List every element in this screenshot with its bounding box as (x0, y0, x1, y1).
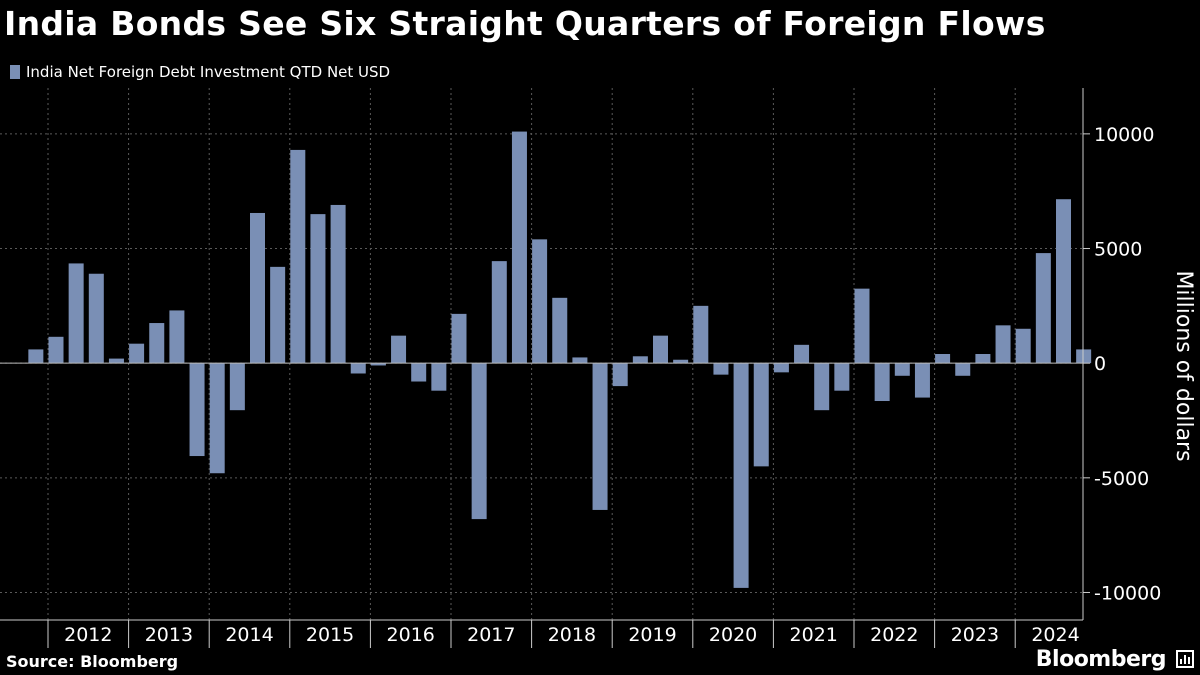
y-tick-label: 0 (1094, 353, 1106, 375)
bar (794, 344, 810, 364)
bar (189, 363, 205, 457)
bar (693, 305, 709, 364)
bar (290, 149, 306, 364)
bar (874, 363, 890, 402)
bar (411, 363, 427, 382)
bar (975, 354, 991, 364)
y-tick-label: 10000 (1094, 124, 1154, 146)
x-tick-label: 2012 (64, 624, 112, 646)
y-tick-label: 5000 (1094, 239, 1142, 261)
bar (935, 354, 951, 364)
bar (149, 323, 165, 364)
legend-swatch (10, 65, 20, 79)
bar (451, 313, 467, 364)
bar (108, 358, 124, 364)
bar (209, 363, 225, 474)
bar (68, 263, 84, 364)
bar (491, 261, 507, 364)
bar (471, 363, 487, 520)
x-tick-label: 2017 (467, 624, 515, 646)
bloomberg-terminal-icon (1176, 650, 1194, 668)
bloomberg-logo: Bloomberg (1035, 647, 1167, 672)
bar (310, 214, 326, 364)
bar (532, 239, 548, 364)
source-note: Source: Bloomberg (6, 652, 179, 671)
axes: 10000 5000 0 -5000 -10000 2012 2013 2014 2015 201… (0, 88, 1161, 648)
bar (632, 356, 648, 364)
x-tick-label: 2022 (870, 624, 918, 646)
bar (431, 363, 447, 391)
bar (129, 343, 145, 364)
bar (854, 288, 870, 364)
bar (511, 131, 527, 364)
bar (733, 363, 749, 588)
bar (229, 363, 245, 411)
bar (653, 335, 668, 364)
bar (1035, 253, 1051, 364)
bar (995, 325, 1011, 364)
x-tick-label: 2023 (951, 624, 999, 646)
x-tick-label: 2019 (628, 624, 676, 646)
bar (673, 359, 689, 364)
bar (572, 357, 588, 364)
x-tick-label: 2013 (145, 624, 193, 646)
bar (753, 363, 769, 467)
bar (250, 212, 265, 364)
bars (28, 131, 1092, 588)
bar (1015, 328, 1031, 364)
x-tick-label: 2020 (709, 624, 757, 646)
bar (1076, 349, 1092, 364)
bar (894, 363, 910, 376)
bar (834, 363, 850, 391)
y-axis-label: Millions of dollars (1171, 270, 1196, 461)
bar (48, 336, 64, 364)
x-tick-label: 2018 (548, 624, 596, 646)
bar (1056, 199, 1071, 364)
bar (370, 363, 386, 366)
bar (88, 273, 104, 364)
legend: India Net Foreign Debt Investment QTD Ne… (10, 63, 390, 81)
x-tick-label: 2016 (387, 624, 435, 646)
bar (814, 363, 830, 411)
bar (914, 363, 930, 398)
y-tick-label: -5000 (1094, 468, 1149, 490)
x-tick-label: 2021 (790, 624, 838, 646)
bar (773, 363, 789, 373)
chart-title: India Bonds See Six Straight Quarters of… (4, 4, 1046, 43)
bar (552, 297, 568, 364)
bar (28, 349, 44, 364)
bar (169, 310, 185, 364)
y-tick-label: -10000 (1094, 582, 1161, 604)
bar (270, 266, 286, 364)
bar (612, 363, 628, 387)
bar (391, 335, 407, 364)
x-tick-label: 2024 (1031, 624, 1079, 646)
bar (713, 363, 729, 375)
bar (330, 204, 346, 364)
x-tick-label: 2015 (306, 624, 354, 646)
legend-label: India Net Foreign Debt Investment QTD Ne… (26, 63, 391, 81)
bar (592, 363, 608, 510)
bar (350, 363, 366, 374)
bar (955, 363, 971, 376)
x-tick-label: 2014 (225, 624, 273, 646)
